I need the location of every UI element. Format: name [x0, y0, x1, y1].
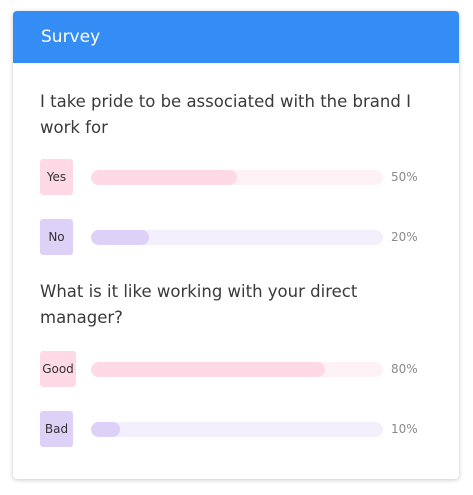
option-bad-bar-fill — [91, 421, 121, 437]
option-no-label[interactable]: No — [40, 219, 73, 255]
question-1-text: I take pride to be associated with the b… — [40, 92, 411, 137]
option-bad-percent: 10% — [391, 422, 418, 436]
option-yes-label[interactable]: Yes — [40, 159, 73, 195]
survey-title: Survey — [41, 27, 101, 47]
option-bad[interactable]: Bad 10% — [40, 411, 437, 447]
question-1-options: Yes 50% No 20% — [40, 159, 437, 255]
option-bad-bar — [91, 421, 383, 437]
question-2-text: What is it like working with your direct… — [40, 282, 358, 327]
option-no-bar-fill — [91, 229, 150, 245]
survey-header: Survey — [13, 11, 459, 63]
option-no-percent: 20% — [391, 230, 418, 244]
option-bad-label[interactable]: Bad — [40, 411, 73, 447]
survey-card: Survey I take pride to be associated wit… — [13, 11, 459, 479]
option-no-bar — [91, 229, 383, 245]
option-no[interactable]: No 20% — [40, 219, 437, 255]
question-2-options: Good 80% Bad 10% — [40, 351, 437, 447]
option-yes[interactable]: Yes 50% — [40, 159, 437, 195]
option-yes-bar — [91, 169, 383, 185]
option-good-bar-fill — [91, 361, 325, 377]
option-yes-bar-fill — [91, 169, 237, 185]
option-good-bar — [91, 361, 383, 377]
option-good-percent: 80% — [391, 362, 418, 376]
option-good-label[interactable]: Good — [40, 351, 76, 387]
option-good[interactable]: Good 80% — [40, 351, 437, 387]
survey-body: I take pride to be associated with the b… — [13, 63, 459, 447]
option-yes-percent: 50% — [391, 170, 418, 184]
